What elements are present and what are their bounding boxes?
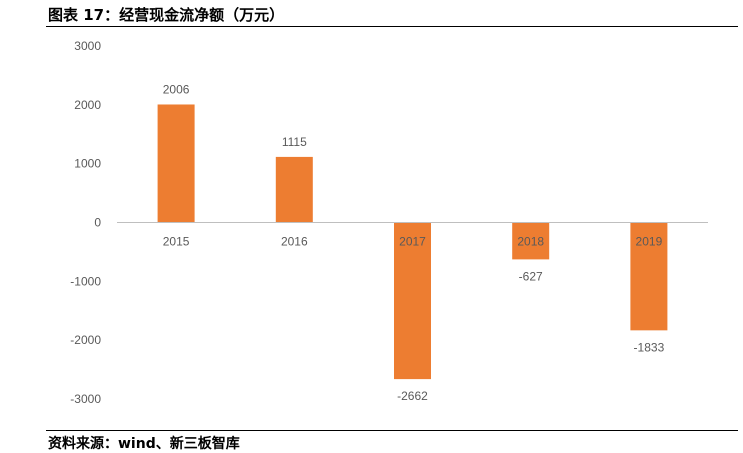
x-tick-label: 2019 [636, 235, 663, 249]
bar-2019 [630, 222, 668, 331]
chart-title: 图表 17：经营现金流净额（万元） [48, 6, 285, 24]
bar-2018 [512, 222, 550, 260]
data-label: -627 [519, 269, 543, 283]
x-axis-labels: 2015 2016 2017 2018 2019 [163, 235, 663, 249]
y-tick-label: 2000 [74, 98, 101, 112]
top-divider [46, 26, 738, 27]
y-tick-label: 3000 [74, 39, 101, 53]
x-tick-label: 2015 [163, 235, 190, 249]
bar-2017 [394, 222, 431, 380]
bottom-divider [46, 430, 738, 431]
data-label: -1833 [634, 340, 665, 354]
bar-2016 [275, 156, 313, 223]
y-tick-label: -1000 [70, 274, 101, 288]
x-tick-label: 2016 [281, 235, 308, 249]
data-labels: 2006 1115 -2662 -627 -1833 [163, 82, 665, 403]
source-note: 资料来源：wind、新三板智库 [48, 436, 240, 452]
bar-2015 [157, 104, 195, 223]
bars [157, 104, 668, 380]
y-tick-label: -3000 [70, 392, 101, 406]
y-tick-label: 0 [94, 216, 101, 230]
data-label: 1115 [282, 135, 307, 149]
y-tick-label: -2000 [70, 333, 101, 347]
data-label: -2662 [397, 389, 428, 403]
y-tick-label: 1000 [74, 157, 101, 171]
x-tick-label: 2018 [517, 235, 544, 249]
y-axis-ticks: 3000 2000 1000 0 -1000 -2000 -3000 [70, 39, 101, 406]
data-label: 2006 [163, 82, 190, 96]
x-tick-label: 2017 [399, 235, 426, 249]
